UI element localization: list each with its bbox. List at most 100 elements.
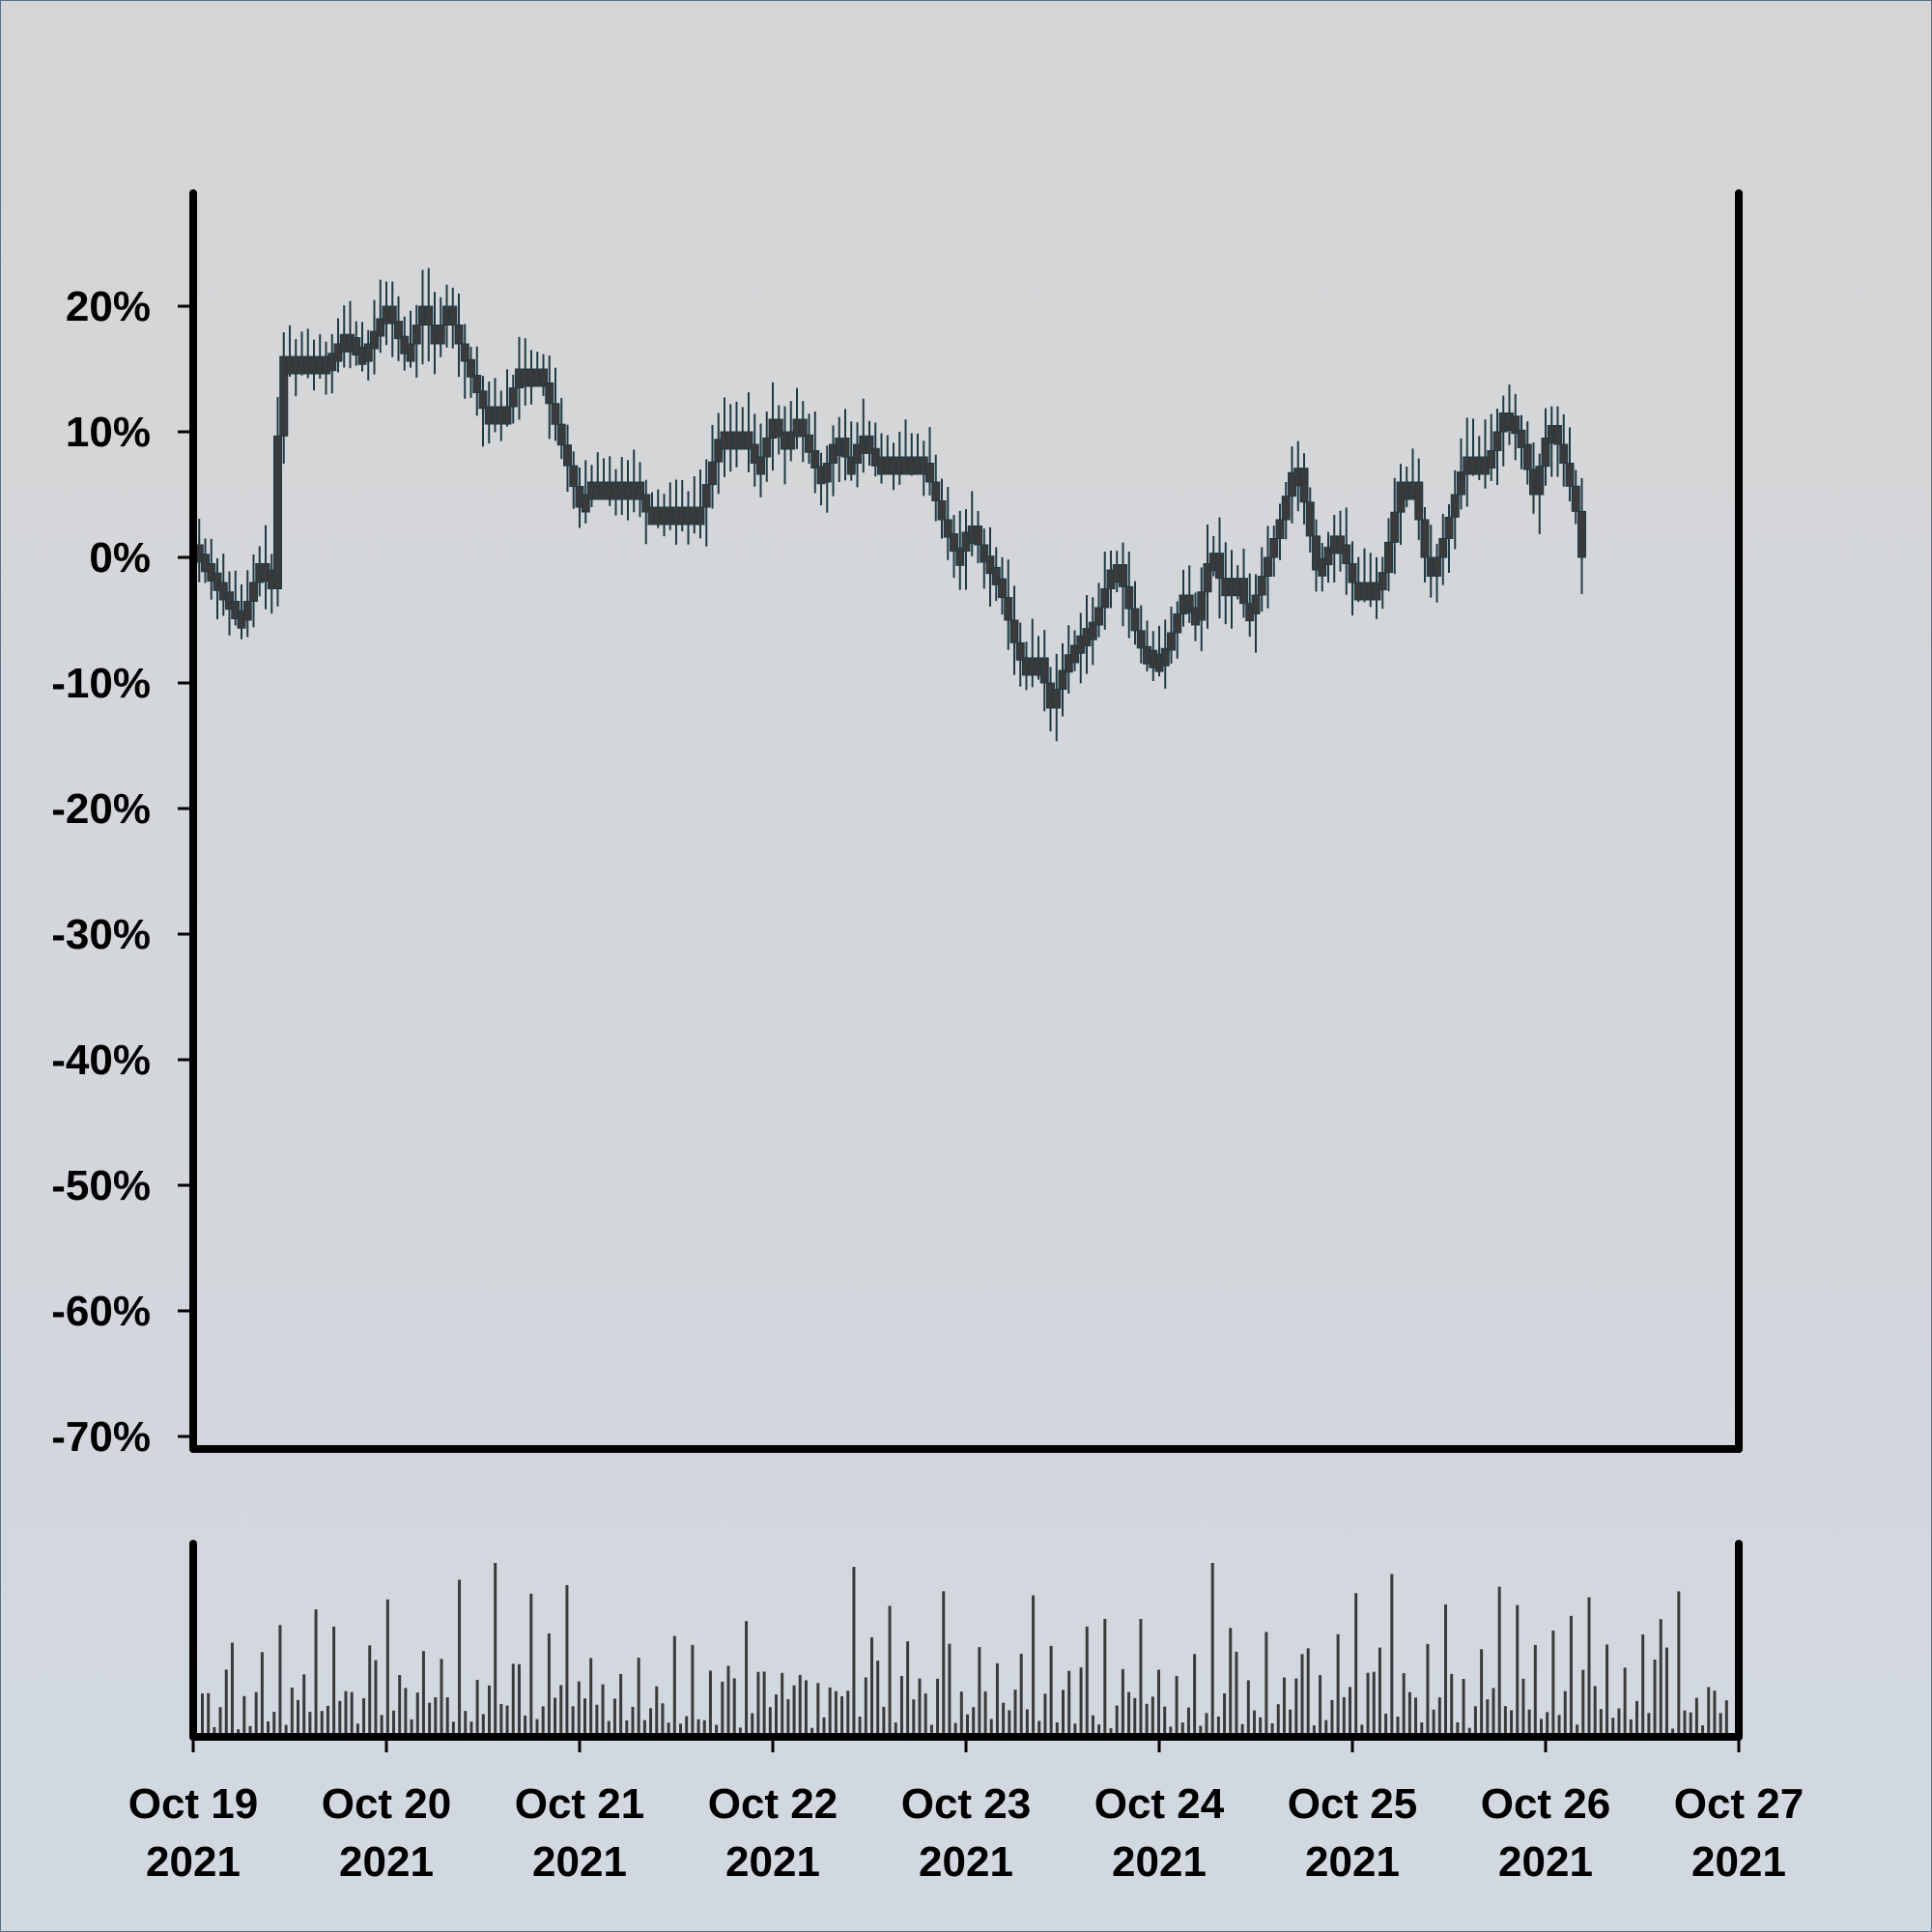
volume-bar <box>942 1591 946 1737</box>
candle-body <box>950 533 958 553</box>
volume-bar <box>338 1700 342 1737</box>
volume-bar <box>1677 1591 1681 1737</box>
volume-bar <box>1497 1586 1501 1737</box>
volume-bar <box>272 1712 276 1737</box>
volume-bar <box>1312 1725 1316 1737</box>
volume-bar <box>882 1706 886 1737</box>
volume-bar <box>1163 1706 1167 1737</box>
volume-bar <box>721 1681 724 1737</box>
candle-body <box>1390 511 1400 543</box>
candle-body <box>840 438 850 458</box>
volume-bar <box>1623 1667 1627 1737</box>
candle-body <box>213 572 222 591</box>
volume-bar <box>469 1721 473 1737</box>
volume-bar <box>995 1662 999 1737</box>
y-tick-label: -30% <box>51 911 151 958</box>
candle-body <box>798 418 808 438</box>
volume-bar <box>1342 1696 1346 1737</box>
volume-bar <box>1133 1697 1137 1737</box>
volume-bar <box>1079 1667 1083 1737</box>
candle-body <box>1444 516 1454 540</box>
volume-bar <box>679 1723 682 1737</box>
volume-bar <box>918 1678 922 1737</box>
candle-body <box>225 591 234 611</box>
volume-bar <box>1713 1690 1717 1737</box>
volume-bar <box>1629 1719 1633 1737</box>
candle-body <box>1124 585 1134 610</box>
y-tick-label: 0% <box>89 534 151 582</box>
volume-bar <box>224 1669 228 1737</box>
volume-bar <box>1486 1699 1490 1737</box>
candle-body <box>1119 564 1127 587</box>
candle-body <box>387 305 397 325</box>
candle-body <box>925 463 934 483</box>
volume-bar <box>1127 1691 1131 1737</box>
x-tick-label: Oct 19 <box>128 1780 259 1828</box>
volume-bar <box>649 1708 653 1737</box>
candle-body <box>1094 607 1103 626</box>
volume-bar <box>1229 1628 1233 1737</box>
volume-bar <box>989 1719 993 1737</box>
candle-body <box>1541 438 1550 468</box>
volume-bar <box>1480 1649 1484 1737</box>
x-tick-label: Oct 23 <box>901 1780 1032 1828</box>
volume-bar <box>1694 1697 1698 1737</box>
volume-bar <box>1002 1702 1006 1737</box>
volume-bar <box>1067 1670 1071 1737</box>
volume-bar <box>1199 1725 1203 1737</box>
volume-bar <box>1223 1692 1227 1737</box>
volume-bar <box>428 1702 432 1737</box>
volume-bar <box>1456 1721 1460 1737</box>
volume-bar <box>260 1652 264 1737</box>
volume-bar <box>392 1710 395 1737</box>
volume-bar <box>1264 1632 1268 1737</box>
volume-bar <box>1701 1725 1705 1737</box>
volume-bar <box>458 1579 462 1737</box>
candle-body <box>436 325 445 345</box>
candle-body <box>508 387 518 408</box>
volume-bar <box>1581 1669 1585 1737</box>
volume-bar <box>517 1663 521 1737</box>
candle-body <box>1215 553 1224 580</box>
x-tick-label: Oct 22 <box>708 1780 838 1828</box>
volume-bar <box>248 1725 252 1737</box>
candle-body <box>1088 621 1097 640</box>
candle-body <box>1348 563 1357 583</box>
volume-bar <box>959 1691 963 1737</box>
volume-bar <box>1210 1563 1214 1737</box>
volume-bar <box>1019 1654 1023 1737</box>
volume-bar <box>1683 1710 1687 1737</box>
volume-bar <box>1533 1644 1537 1737</box>
volume-bar <box>1719 1713 1722 1737</box>
volume-bar <box>1576 1724 1579 1737</box>
candle-body <box>1070 644 1079 664</box>
volume-bar <box>936 1678 940 1737</box>
volume-bar <box>631 1707 635 1737</box>
candle-body <box>1420 519 1430 558</box>
volume-bar <box>1402 1673 1406 1737</box>
volume-bar <box>332 1626 336 1737</box>
candle-body <box>327 353 337 372</box>
volume-bar <box>1366 1672 1370 1737</box>
x-tick-label-year: 2021 <box>146 1838 241 1886</box>
candle-body <box>810 450 820 469</box>
volume-bar <box>1037 1720 1041 1737</box>
volume-bar <box>775 1694 778 1737</box>
volume-bar <box>876 1661 880 1737</box>
candle-body <box>701 484 711 508</box>
candle-body <box>394 321 403 340</box>
volume-bar <box>404 1688 408 1737</box>
volume-bar <box>798 1674 802 1737</box>
volume-bar <box>702 1719 706 1737</box>
volume-bar <box>445 1697 449 1737</box>
volume-bar <box>1336 1634 1340 1737</box>
candle-body <box>1438 538 1448 558</box>
x-tick-label: Oct 26 <box>1481 1780 1611 1828</box>
candle-body <box>1269 538 1279 558</box>
volume-bar <box>1492 1688 1495 1737</box>
y-tick-label: -40% <box>51 1037 151 1084</box>
volume-bar <box>1025 1709 1029 1737</box>
candle-body <box>539 368 548 387</box>
volume-bar <box>1540 1719 1543 1737</box>
volume-bar <box>302 1674 306 1737</box>
